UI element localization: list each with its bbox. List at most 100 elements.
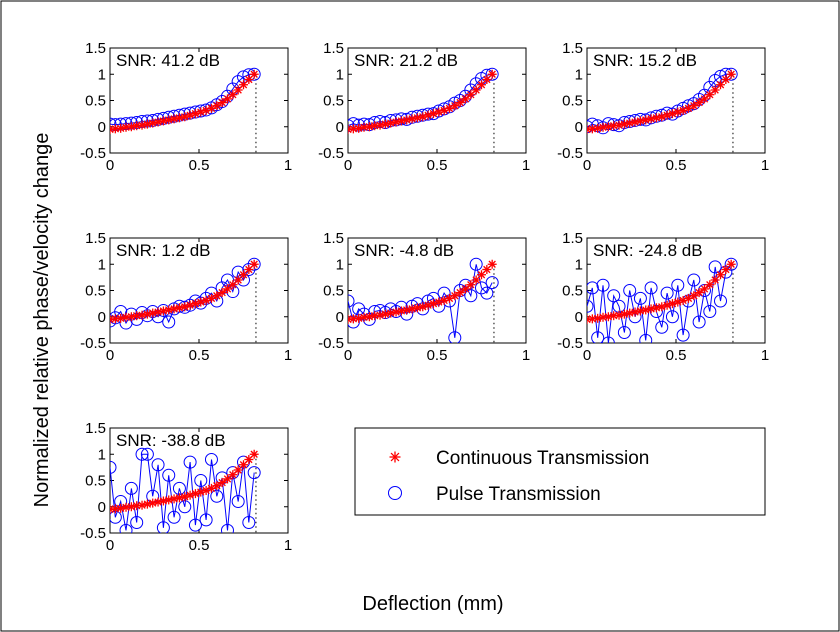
pulse-point — [708, 260, 722, 274]
snr-label: SNR: -24.8 dB — [593, 241, 703, 260]
pulse-point — [660, 286, 674, 300]
y-tick-label: 1 — [336, 66, 344, 83]
plot-area — [586, 47, 766, 154]
x-tick-label: 1 — [522, 157, 530, 174]
y-tick-label: -0.5 — [80, 145, 106, 162]
y-tick-label: 0 — [336, 309, 344, 326]
pulse-point — [596, 278, 610, 292]
pulse-point — [242, 263, 256, 276]
continuous-point — [455, 288, 465, 298]
pulse-point — [676, 328, 690, 342]
pulse-point — [485, 276, 499, 290]
y-tick-label: 0 — [98, 499, 106, 516]
y-tick-label: -0.5 — [557, 335, 583, 352]
pulse-point — [623, 284, 637, 297]
x-tick-label: 0.5 — [666, 347, 687, 364]
snr-label: SNR: -38.8 dB — [116, 431, 226, 450]
continuous-point — [217, 288, 227, 298]
x-tick-label: 1 — [761, 347, 769, 364]
x-tick-label: 1 — [284, 157, 292, 174]
y-tick-label: 1.5 — [562, 40, 583, 57]
pulse-point — [242, 516, 256, 529]
pulse-point — [124, 481, 138, 495]
pulse-point — [644, 281, 658, 295]
continuous-point — [641, 115, 651, 125]
continuous-point — [222, 94, 232, 104]
x-tick-label: 0 — [106, 347, 114, 364]
snr-label: SNR: -4.8 dB — [354, 241, 454, 260]
continuous-point — [249, 259, 259, 269]
y-tick-label: 0.5 — [85, 283, 106, 300]
x-tick-label: 0.5 — [189, 347, 210, 364]
y-tick-label: 1 — [575, 66, 583, 83]
pulse-point — [587, 120, 594, 134]
pulse-point — [130, 516, 144, 529]
plot-content — [348, 67, 499, 153]
pulse-point — [587, 281, 599, 295]
pulse-point — [110, 460, 117, 474]
pulse-point — [475, 281, 488, 295]
plot-area — [347, 47, 527, 154]
x-tick-label: 0.5 — [427, 157, 448, 174]
continuous-point — [460, 94, 470, 104]
x-tick-label: 0 — [344, 347, 352, 364]
continuous-point — [603, 312, 613, 322]
pulse-point — [671, 278, 685, 292]
y-tick-label: 0 — [336, 119, 344, 136]
pulse-point — [724, 67, 738, 81]
plot-content — [587, 257, 738, 343]
y-tick-label: 0.5 — [323, 283, 344, 300]
x-tick-label: 0.5 — [189, 157, 210, 174]
y-tick-label: 0.5 — [85, 93, 106, 110]
x-tick-label: 1 — [284, 537, 292, 554]
y-tick-label: 0 — [575, 119, 583, 136]
pulse-point — [188, 518, 202, 532]
legend-star — [389, 451, 401, 463]
plot-area — [347, 237, 527, 344]
y-tick-label: -0.5 — [318, 335, 344, 352]
pulse-point — [135, 447, 149, 461]
pulse-point — [110, 314, 117, 328]
continuous-point — [364, 122, 374, 132]
x-tick-label: 0 — [583, 157, 591, 174]
snr-label: SNR: 1.2 dB — [116, 241, 211, 260]
plot-content — [587, 67, 738, 153]
continuous-point — [455, 98, 465, 108]
continuous-point — [699, 94, 709, 104]
y-tick-label: -0.5 — [80, 525, 106, 542]
continuous-point — [196, 487, 206, 497]
continuous-point — [222, 474, 232, 484]
pulse-point — [348, 294, 355, 308]
continuous-point — [380, 309, 390, 319]
pulse-point — [151, 458, 165, 472]
x-tick-label: 0 — [106, 537, 114, 554]
pulse-point — [220, 523, 234, 533]
continuous-point — [487, 259, 497, 269]
continuous-point — [726, 69, 736, 79]
continuous-point — [212, 101, 222, 111]
plot-content — [348, 257, 499, 343]
snr-label: SNR: 15.2 dB — [593, 51, 697, 70]
y-tick-label: -0.5 — [557, 145, 583, 162]
y-axis-label: Normalized relative phase/velocity chang… — [31, 133, 53, 508]
y-tick-label: 1.5 — [85, 230, 106, 247]
y-tick-label: -0.5 — [318, 145, 344, 162]
x-tick-label: 0.5 — [666, 157, 687, 174]
legend-continuous-marker — [389, 451, 401, 463]
pulse-point — [464, 289, 478, 303]
continuous-point — [646, 304, 656, 314]
x-tick-label: 0 — [106, 157, 114, 174]
pulse-point — [183, 455, 197, 469]
y-tick-label: 0.5 — [85, 473, 106, 490]
snr-label: SNR: 21.2 dB — [354, 51, 458, 70]
y-tick-label: 1.5 — [323, 40, 344, 57]
pulse-point — [119, 523, 133, 533]
pulse-point — [204, 453, 218, 466]
pulse-point — [469, 257, 483, 271]
